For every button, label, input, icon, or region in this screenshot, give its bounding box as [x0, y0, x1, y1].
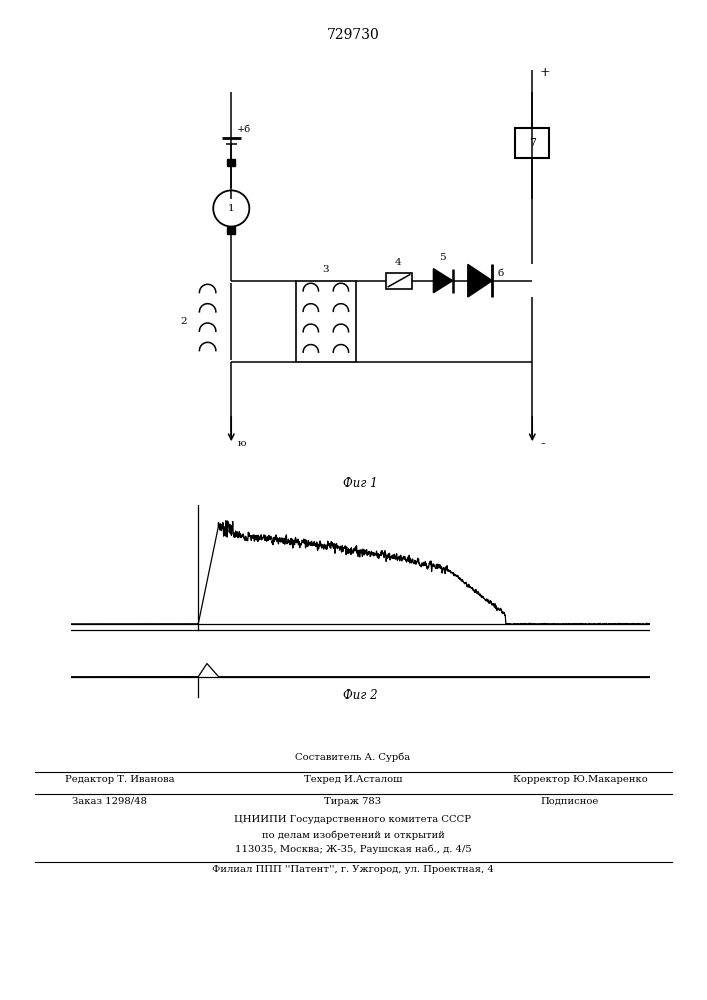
Text: 3: 3	[322, 265, 329, 274]
Text: Заказ 1298/48: Заказ 1298/48	[73, 797, 148, 806]
Text: 7: 7	[529, 138, 536, 148]
Text: 5: 5	[439, 253, 446, 262]
Text: -: -	[540, 437, 545, 451]
Text: по делам изобретений и открытий: по делам изобретений и открытий	[262, 830, 445, 840]
Text: Подписное: Подписное	[541, 797, 600, 806]
Text: Фиг 2: Фиг 2	[344, 689, 378, 702]
Polygon shape	[433, 269, 452, 293]
Text: Техред И.Асталош: Техред И.Асталош	[304, 775, 402, 784]
Text: Корректор Ю.Макаренко: Корректор Ю.Макаренко	[513, 775, 648, 784]
Bar	[386, 273, 412, 289]
Text: ю: ю	[238, 439, 246, 448]
Text: 729730: 729730	[327, 28, 380, 42]
Text: Филиал ППП ''Патент'', г. Ужгород, ул. Проектная, 4: Филиал ППП ''Патент'', г. Ужгород, ул. П…	[212, 865, 494, 874]
Text: 2: 2	[181, 317, 187, 326]
Text: 4: 4	[395, 258, 402, 267]
Text: +: +	[540, 66, 551, 79]
Text: 1: 1	[228, 204, 235, 213]
Text: Фиг 1: Фиг 1	[343, 477, 378, 490]
Text: Тираж 783: Тираж 783	[325, 797, 382, 806]
Bar	[228, 159, 235, 166]
Text: Редактор Т. Иванова: Редактор Т. Иванова	[65, 775, 175, 784]
Bar	[296, 281, 356, 362]
Bar	[515, 128, 549, 158]
Polygon shape	[468, 264, 492, 297]
Text: Составитель А. Сурба: Составитель А. Сурба	[296, 752, 411, 762]
Text: б: б	[498, 269, 503, 278]
Text: +б: +б	[236, 125, 250, 134]
Text: ЦНИИПИ Государственного комитета СССР: ЦНИИПИ Государственного комитета СССР	[235, 815, 472, 824]
Text: 113035, Москва; Ж-35, Раушская наб., д. 4/5: 113035, Москва; Ж-35, Раушская наб., д. …	[235, 845, 472, 854]
Bar	[228, 227, 235, 234]
